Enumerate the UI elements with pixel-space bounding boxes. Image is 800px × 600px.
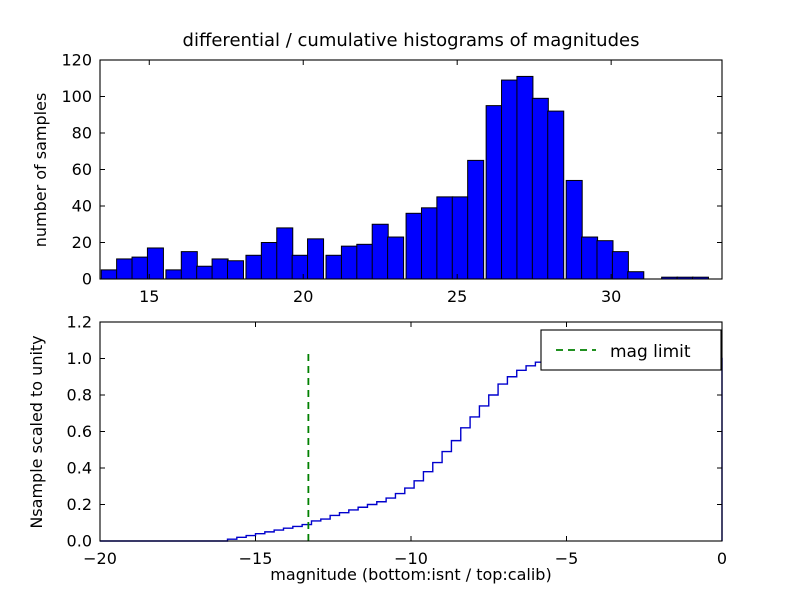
x-tick-label: 30 — [601, 287, 621, 306]
x-tick-label: 15 — [139, 287, 159, 306]
histogram-bar — [486, 106, 502, 279]
histogram-bar — [166, 270, 182, 279]
y-tick-label: 20 — [72, 233, 92, 252]
histogram-bar — [628, 272, 644, 279]
y-tick-label: 100 — [61, 87, 92, 106]
y-tick-label: 80 — [72, 124, 92, 143]
histogram-bar — [548, 111, 564, 279]
y-tick-label: 0.6 — [67, 422, 92, 441]
legend-label-mag-limit: mag limit — [610, 342, 691, 362]
histogram-bar — [341, 246, 357, 279]
histogram-bar — [566, 180, 582, 279]
histogram-bar — [421, 208, 437, 279]
x-tick-label: 25 — [447, 287, 467, 306]
y-tick-label: 0.2 — [67, 495, 92, 514]
y-tick-label: 1.0 — [67, 349, 92, 368]
x-tick-label: −15 — [239, 549, 273, 568]
histogram-bar — [326, 255, 342, 279]
histogram-bar — [132, 257, 148, 279]
histogram-bar — [181, 252, 197, 279]
y-tick-label: 120 — [61, 51, 92, 70]
histogram-bar — [532, 98, 548, 279]
histogram-bar — [372, 224, 388, 279]
top-y-axis-label: number of samples — [31, 93, 50, 248]
y-tick-label: 40 — [72, 197, 92, 216]
bottom-y-axis-label: Nsample scaled to unity — [27, 335, 46, 528]
histogram-bar — [197, 266, 213, 279]
legend[interactable]: mag limit — [541, 330, 721, 370]
histogram-bar — [452, 197, 468, 279]
y-tick-label: 60 — [72, 160, 92, 179]
histogram-bar — [357, 244, 373, 279]
y-tick-label: 0 — [82, 270, 92, 289]
histogram-bar — [261, 243, 277, 280]
histogram-bar — [502, 80, 518, 279]
histogram-bar — [582, 237, 598, 279]
histogram-bar — [227, 261, 243, 279]
histogram-bar — [406, 213, 422, 279]
histogram-bar — [117, 259, 133, 279]
y-tick-label: 0.4 — [67, 459, 92, 478]
figure-title: differential / cumulative histograms of … — [183, 30, 640, 51]
y-tick-label: 0.8 — [67, 386, 92, 405]
x-tick-label: −20 — [83, 549, 117, 568]
matplotlib-figure: 0 20 40 60 80 100 120 15 20 25 30 number of sampl… — [0, 0, 800, 600]
histogram-bar — [308, 239, 324, 279]
histogram-bar — [597, 241, 613, 279]
top-panel-histogram: 0 20 40 60 80 100 120 15 20 25 30 number of sampl… — [31, 30, 722, 306]
histogram-bar — [212, 259, 228, 279]
histogram-bar — [437, 197, 453, 279]
histogram-bar — [277, 228, 293, 279]
histogram-bar — [468, 160, 484, 279]
y-tick-label: 0.0 — [67, 532, 92, 551]
histogram-bar — [292, 255, 308, 279]
histogram-bar — [388, 237, 404, 279]
histogram-bar — [612, 252, 628, 279]
histogram-bar — [517, 76, 533, 279]
y-tick-label: 1.2 — [67, 313, 92, 332]
histogram-bar — [147, 248, 163, 279]
histogram-bar — [101, 270, 117, 279]
x-tick-label: −5 — [555, 549, 579, 568]
bottom-x-axis-label: magnitude (bottom:isnt / top:calib) — [270, 565, 551, 584]
x-tick-label: 0 — [717, 549, 727, 568]
x-tick-label: 20 — [293, 287, 313, 306]
histogram-bar — [246, 255, 262, 279]
